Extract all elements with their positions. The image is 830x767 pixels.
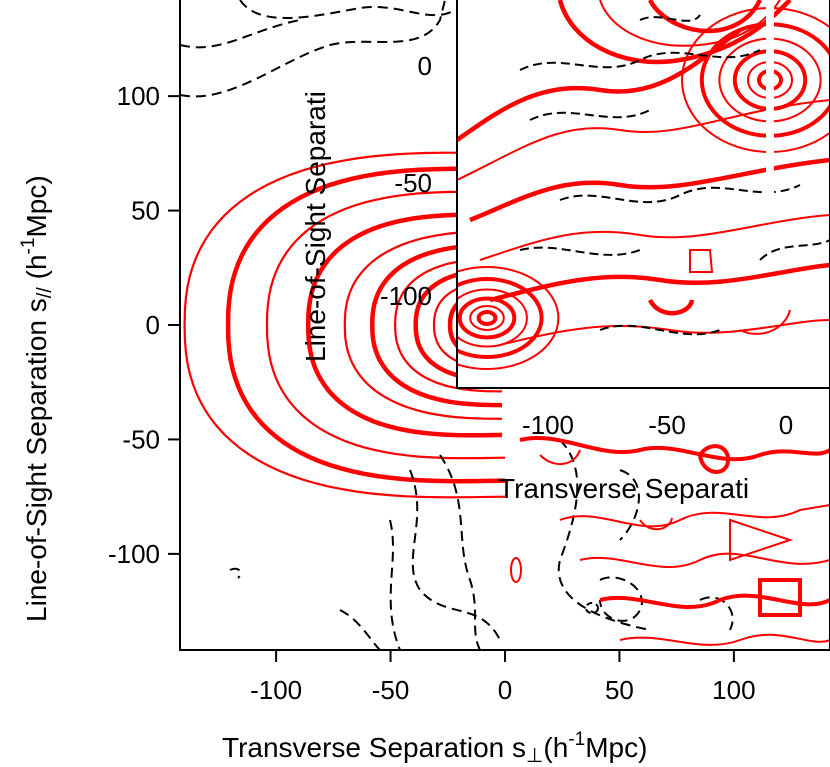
positive-contour xyxy=(393,257,506,393)
inset-positive-contour xyxy=(457,28,742,142)
inset-x-tick-label: -50 xyxy=(648,410,686,440)
inset-positive-contour xyxy=(476,310,498,326)
negative-contour xyxy=(389,519,401,650)
center-gap xyxy=(502,388,514,448)
positive-contour xyxy=(225,166,506,484)
positive-contour xyxy=(305,212,506,438)
inset-y-tick-label: -50 xyxy=(394,168,432,198)
inset-positive-contour xyxy=(457,288,528,348)
inset-center-gap xyxy=(766,0,774,200)
main-positive-noise-contours xyxy=(510,435,830,646)
positive-contour xyxy=(265,190,506,460)
positive-contour xyxy=(539,449,581,465)
inset-y-axis-title: Line-of-Sight Separati xyxy=(300,91,331,362)
negative-contour xyxy=(599,576,643,622)
inset-positive-contour xyxy=(479,214,830,261)
inset-negative-contour xyxy=(759,239,830,261)
y-tick-label: 50 xyxy=(131,196,160,226)
positive-contour xyxy=(639,517,673,531)
positive-contour xyxy=(758,578,802,617)
negative-contour xyxy=(409,469,501,641)
negative-contour xyxy=(239,0,456,19)
x-tick-label: 50 xyxy=(605,675,634,705)
x-tick-label: 0 xyxy=(498,675,512,705)
inset-positive-contour xyxy=(457,99,830,181)
x-tick-label: 100 xyxy=(712,675,755,705)
negative-contour xyxy=(339,609,381,650)
inset-negative-contour xyxy=(599,324,721,336)
main-negative-contours xyxy=(180,0,734,650)
x-tick-label: -50 xyxy=(372,675,410,705)
inset-negative-contour xyxy=(529,109,651,121)
negative-contour xyxy=(439,454,481,650)
positive-contour xyxy=(619,633,830,646)
y-tick-label: 0 xyxy=(146,310,160,340)
y-tick-label: -50 xyxy=(122,424,160,454)
positive-contour xyxy=(510,557,522,583)
inset-x-tick-labels: -100 -50 0 xyxy=(522,410,793,440)
inset-y-tick-label: 0 xyxy=(418,51,432,81)
inset-positive-contour xyxy=(647,0,763,34)
inset-x-tick-label: -100 xyxy=(522,410,574,440)
inset-negative-contour xyxy=(519,246,641,256)
negative-contour xyxy=(180,0,446,98)
positive-contour xyxy=(413,267,505,383)
inset-negative-contour xyxy=(639,14,701,22)
negative-contour xyxy=(699,596,734,631)
negative-contour xyxy=(585,602,599,614)
inset-positive-contour xyxy=(499,319,830,346)
x-tick-label: -100 xyxy=(250,675,302,705)
inset-positive-contour xyxy=(457,277,544,359)
positive-contour xyxy=(599,593,830,610)
positive-contour xyxy=(729,518,794,562)
y-axis-title: Line-of-Sight Separation s// (h-1Mpc) xyxy=(18,175,56,622)
negative-contour xyxy=(180,19,301,49)
inset-contour-layer xyxy=(457,0,830,370)
positive-contour xyxy=(519,435,830,462)
negative-contour xyxy=(229,567,242,579)
y-tick-label: 100 xyxy=(117,81,160,111)
inset-positive-contour xyxy=(469,305,505,331)
positive-contour xyxy=(559,504,830,528)
inset-x-axis-title: Transverse Separati xyxy=(498,473,749,504)
negative-contour xyxy=(619,469,640,541)
inset-positive-contour xyxy=(647,298,695,316)
x-axis-title: Transverse Separation s⊥(h-1Mpc) xyxy=(222,729,647,767)
positive-contour xyxy=(183,151,506,499)
inset-frame xyxy=(456,0,830,389)
inset-positive-contour xyxy=(739,309,791,335)
x-axis: -100 -50 0 50 100 xyxy=(250,650,756,705)
inset-y-tick-labels: 0 -50 -100 xyxy=(380,51,432,311)
inset-y-tick-label: -100 xyxy=(380,281,432,311)
inset-x-tick-label: 0 xyxy=(779,410,793,440)
inset-positive-contour xyxy=(457,266,560,370)
positive-contour xyxy=(370,242,506,408)
positive-contour xyxy=(698,444,731,474)
inset-positive-contour xyxy=(689,249,714,273)
y-axis: -100 -50 0 50 100 xyxy=(108,81,180,569)
positive-contour xyxy=(343,230,506,420)
negative-contour xyxy=(557,439,651,631)
positive-contour xyxy=(579,552,830,569)
inset-positive-contour xyxy=(457,296,517,340)
y-tick-label: -100 xyxy=(108,539,160,569)
inset-positive-contour xyxy=(469,157,830,223)
